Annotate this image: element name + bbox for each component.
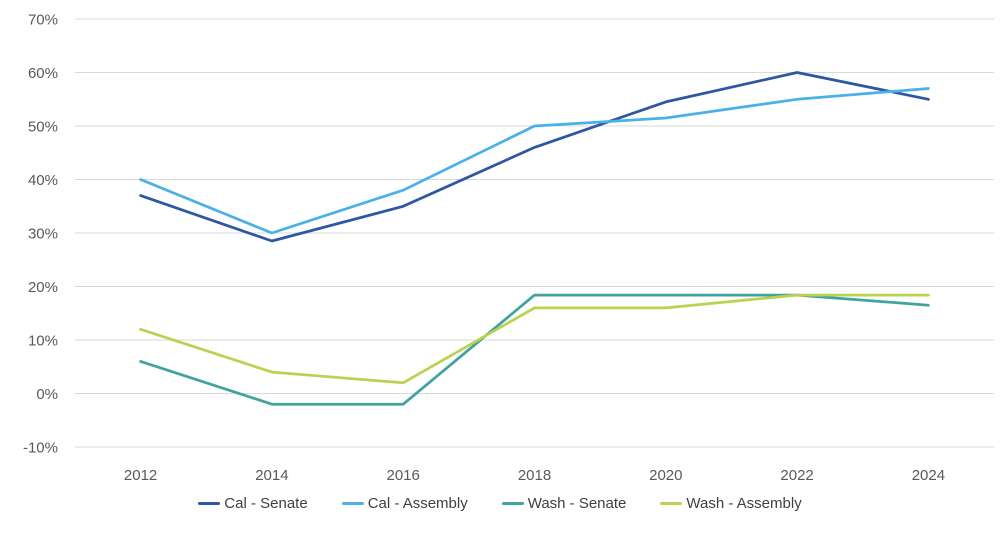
y-axis-tick-label: 60% — [28, 65, 58, 82]
legend-item-wash-assembly: Wash - Assembly — [660, 495, 802, 512]
series-line-cal-senate — [139, 71, 930, 243]
legend-line-swatch-icon — [341, 502, 364, 505]
legend-item-label: Cal - Senate — [224, 495, 308, 512]
legend-item-cal-assembly: Cal - Assembly — [341, 495, 468, 512]
x-axis-tick-label: 2024 — [912, 467, 945, 484]
y-axis-tick-label: 30% — [28, 226, 58, 243]
legend-line-swatch-icon — [501, 502, 524, 505]
x-axis-tick-label: 2022 — [780, 467, 813, 484]
x-axis-tick-label: 2018 — [518, 467, 551, 484]
x-axis-tick-label: 2016 — [387, 467, 420, 484]
legend-line-swatch-icon — [660, 502, 683, 505]
x-axis-tick-label: 2020 — [649, 467, 682, 484]
chart-legend: Cal - Senate Cal - Assembly Wash - Senat… — [0, 495, 1000, 512]
y-axis-tick-label: 0% — [36, 386, 58, 403]
x-axis-tick-label: 2012 — [124, 467, 157, 484]
legend-item-wash-senate: Wash - Senate — [501, 495, 627, 512]
legend-item-label: Wash - Assembly — [686, 495, 802, 512]
y-axis-tick-label: 20% — [28, 279, 58, 296]
legend-item-cal-senate: Cal - Senate — [198, 495, 308, 512]
y-axis-tick-label: 40% — [28, 172, 58, 189]
y-axis-tick-label: -10% — [23, 440, 58, 457]
series-line-wash-assembly — [139, 293, 930, 385]
legend-item-label: Wash - Senate — [527, 495, 627, 512]
legend-item-label: Cal - Assembly — [367, 495, 468, 512]
legend-line-swatch-icon — [198, 502, 221, 505]
y-axis-tick-label: 10% — [28, 333, 58, 350]
y-axis-tick-label: 70% — [28, 12, 58, 29]
y-axis-tick-label: 50% — [28, 119, 58, 136]
x-axis-tick-label: 2014 — [255, 467, 288, 484]
series-line-cal-assembly — [139, 87, 930, 235]
series-line-wash-senate — [139, 293, 930, 406]
